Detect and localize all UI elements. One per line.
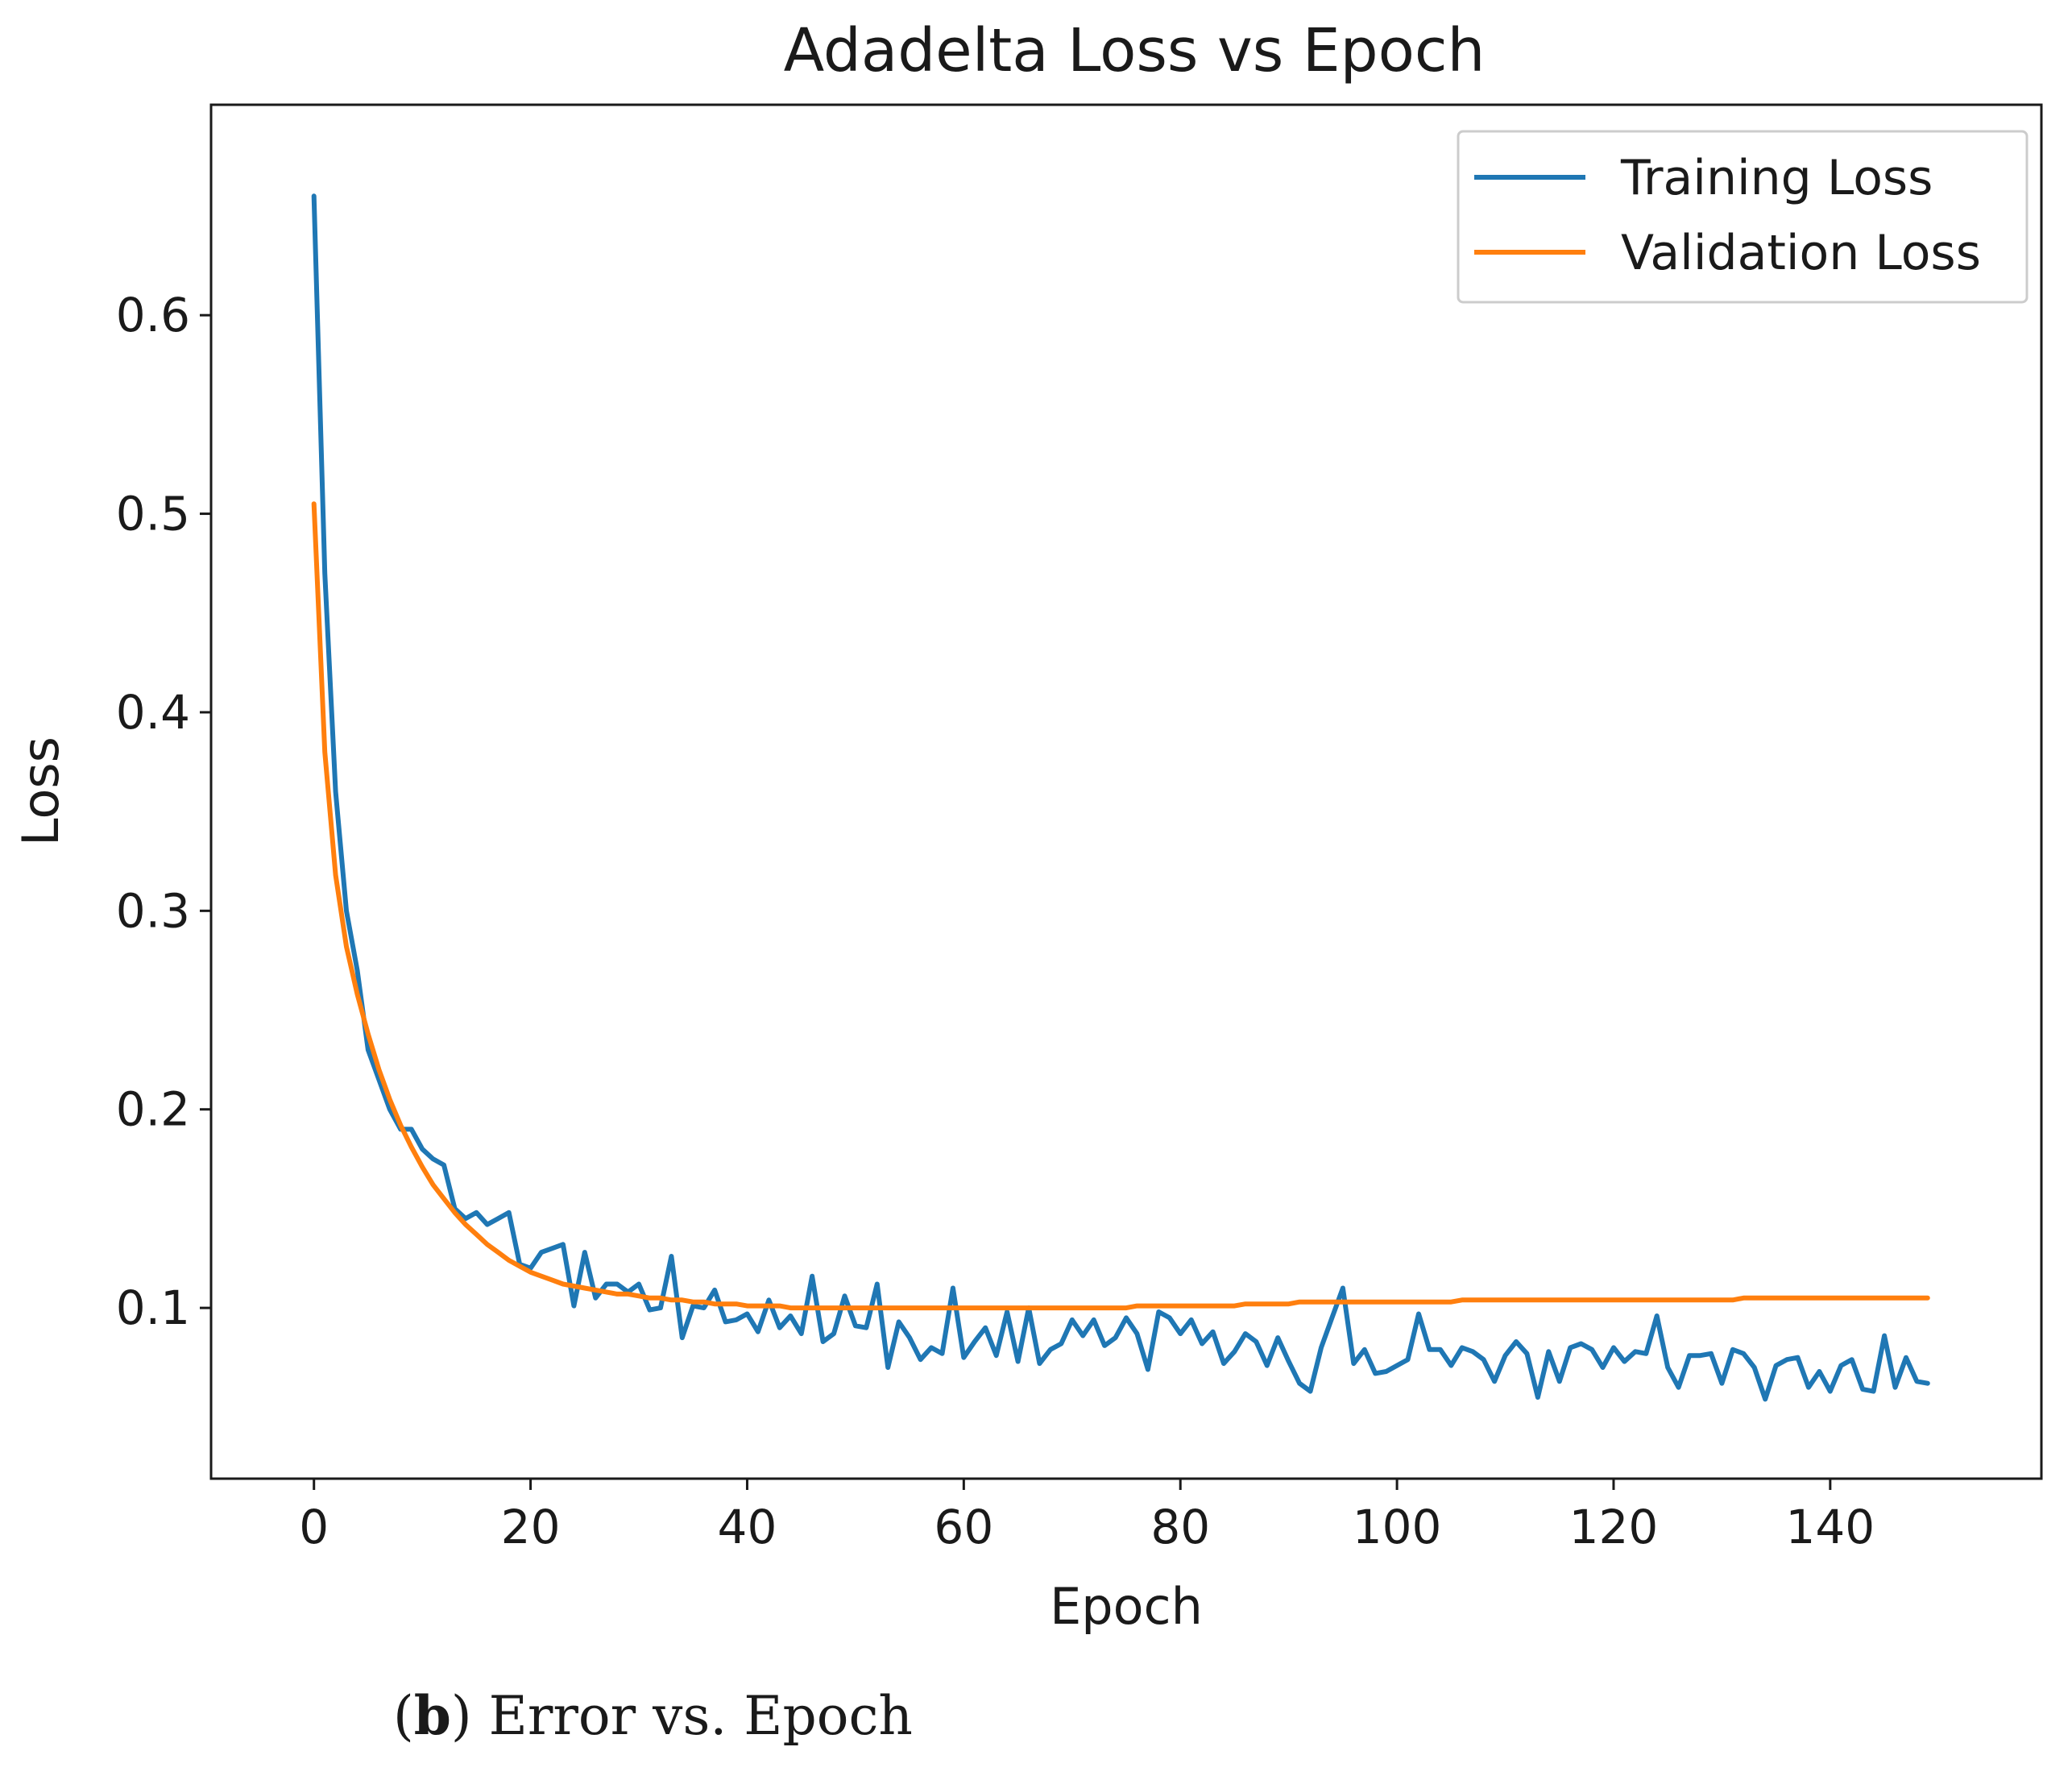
y-tick-label: 0.1 [116, 1280, 190, 1335]
y-tick-label: 0.4 [116, 685, 190, 740]
legend-label-validation-loss: Validation Loss [1621, 225, 1981, 281]
caption-text: Error vs. Epoch [488, 1685, 913, 1747]
x-tick-label: 120 [1569, 1500, 1659, 1554]
y-axis-label: Loss [11, 737, 70, 846]
y-tick-label: 0.6 [116, 288, 190, 342]
y-tick-label: 0.2 [116, 1082, 190, 1137]
y-tick-label: 0.5 [116, 487, 190, 542]
x-tick-label: 100 [1353, 1500, 1442, 1554]
x-tick-label: 20 [501, 1500, 561, 1554]
chart-title: Adadelta Loss vs Epoch [784, 16, 1486, 85]
figure-caption: (b) Error vs. Epoch [393, 1684, 913, 1747]
series-line-validation-loss [311, 501, 1930, 1311]
x-tick-label: 140 [1785, 1500, 1875, 1554]
caption-label: b [413, 1684, 451, 1747]
x-tick-label: 40 [718, 1500, 777, 1554]
y-axis-ticks: 0.1 0.2 0.3 0.4 0.5 0.6 [116, 288, 211, 1335]
y-tick-label: 0.3 [116, 883, 190, 938]
legend-label-training-loss: Training Loss [1620, 150, 1933, 206]
x-axis-label: Epoch [1050, 1577, 1203, 1636]
series-layer [311, 193, 1930, 1402]
plot-frame [209, 103, 2043, 1480]
legend-box [1457, 130, 2028, 304]
legend: Training Loss Validation Loss [1457, 130, 2028, 304]
x-tick-label: 60 [934, 1500, 993, 1554]
series-line-training-loss [311, 193, 1930, 1402]
x-tick-label: 0 [299, 1500, 329, 1554]
x-tick-label: 80 [1150, 1500, 1210, 1554]
x-axis-ticks: 0 20 40 60 80 100 120 140 [299, 1479, 1875, 1554]
